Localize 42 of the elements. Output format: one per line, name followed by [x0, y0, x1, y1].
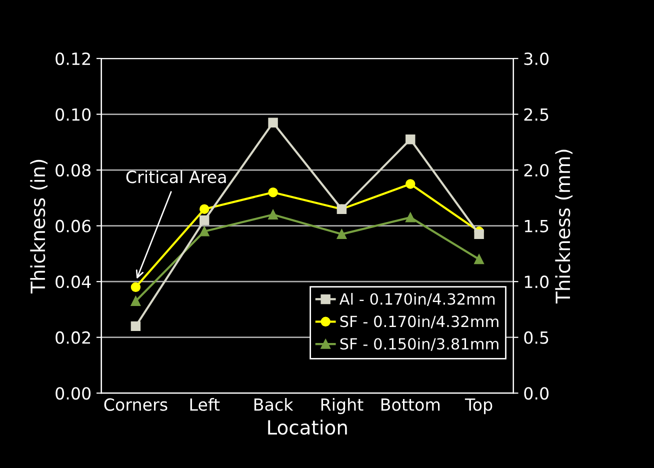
legend-label: SF - 0.150in/3.81mm	[340, 338, 498, 351]
y2-tick-label: 2.0	[524, 164, 549, 177]
y2-tick-label: 3.0	[524, 52, 549, 66]
y-tick-label: 0.06	[56, 220, 91, 232]
point	[200, 215, 210, 226]
x-tick-label: Bottom	[381, 398, 440, 411]
y2-tick-label: 0.5	[524, 331, 548, 344]
x-tick-label: Back	[254, 398, 294, 411]
point	[130, 282, 141, 292]
point	[474, 229, 484, 240]
x-tick-label: Top	[464, 398, 492, 414]
x-axis-title: Location	[268, 420, 347, 435]
y-tick-label: 0.12	[56, 52, 90, 66]
point	[130, 296, 141, 306]
x-tick-label: Right	[321, 398, 364, 414]
y2-tick-label: 0.0	[524, 387, 549, 400]
point	[406, 212, 416, 222]
y2-tick-label: 1.0	[524, 276, 549, 288]
y2-axis-title: Thickness (mm)	[555, 150, 573, 304]
y-tick-label: 0.10	[56, 108, 91, 121]
point	[268, 118, 278, 128]
point	[268, 210, 278, 220]
point	[406, 134, 416, 144]
y-tick-label: 0.00	[56, 387, 91, 400]
y2-tick-label: 1.5	[524, 220, 548, 232]
point	[200, 226, 210, 236]
y-axis-title: Thickness (in)	[30, 160, 48, 294]
legend-label: SF - 0.170in/4.32mm	[340, 315, 498, 328]
point	[268, 187, 278, 198]
point	[130, 321, 141, 332]
point	[336, 229, 347, 240]
point	[406, 179, 416, 189]
y-tick-label: 0.08	[56, 164, 91, 177]
point	[200, 204, 210, 214]
legend-label: Al - 0.170in/4.32mm	[339, 292, 495, 306]
y-tick-label: 0.02	[56, 331, 90, 344]
x-tick-label: Corners	[104, 398, 168, 411]
x-tick-label: Left	[190, 398, 220, 411]
y-tick-label: 0.04	[56, 276, 91, 288]
annotation: Critical Area	[126, 170, 226, 184]
point	[474, 254, 484, 264]
y2-tick-label: 2.5	[524, 108, 548, 121]
